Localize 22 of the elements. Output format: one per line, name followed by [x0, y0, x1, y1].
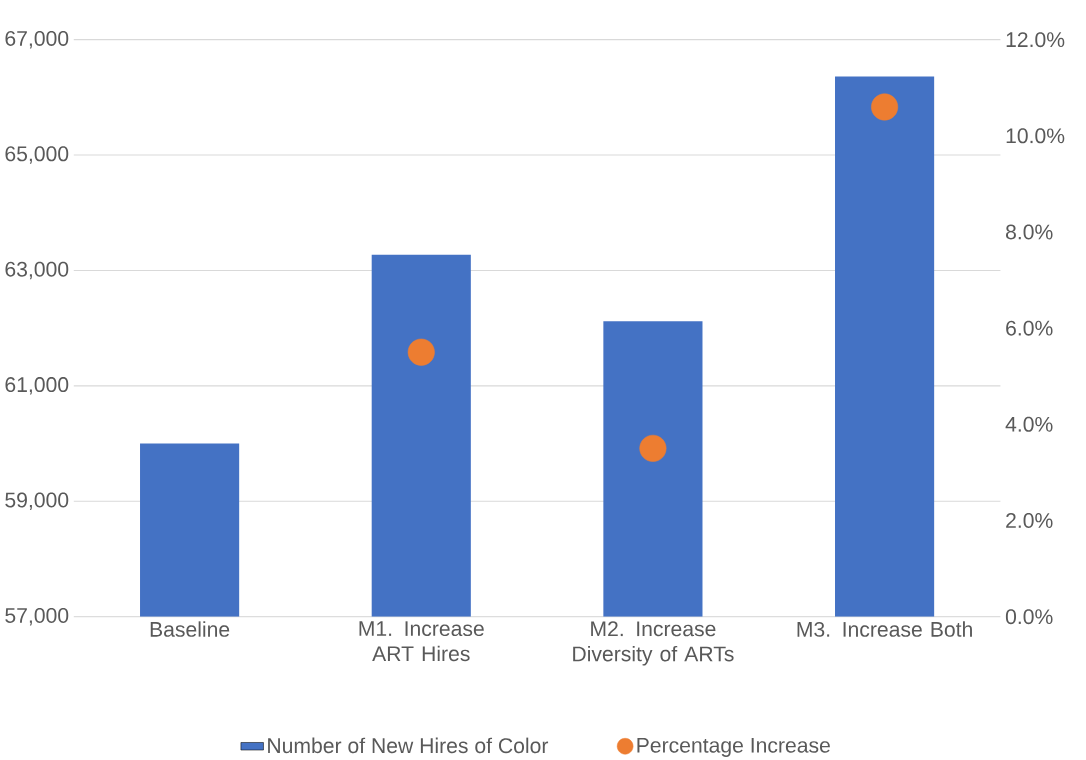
y-tick-label: 61,000	[5, 376, 69, 395]
y2-tick-label: 6.0%	[1006, 320, 1053, 336]
y2-tick-label: 8.0%	[1006, 224, 1053, 240]
y-tick-label: 57,000	[5, 607, 69, 626]
x-tick-label: M2. Increase Diversity of ARTs	[573, 621, 734, 666]
y-tick-label: 67,000	[5, 30, 69, 49]
x-tick-label: Baseline	[150, 621, 230, 637]
y2-tick-label: 12.0%	[1006, 31, 1065, 47]
legend-label: Number of New Hires of Color	[268, 737, 549, 753]
legend-label: Percentage Increase	[637, 737, 830, 757]
point	[639, 434, 667, 462]
y-tick-label: 65,000	[5, 146, 69, 164]
y-tick-label: 63,000	[5, 261, 69, 279]
x-tick-label: M3. Increase Both	[797, 621, 972, 637]
y2-tick-label: 2.0%	[1006, 512, 1053, 528]
point	[871, 93, 899, 121]
y2-tick-label: 10.0%	[1006, 128, 1065, 144]
x-tick-label: M1. Increase ART Hires	[359, 621, 484, 661]
y2-tick-label: 0.0%	[1005, 608, 1053, 624]
point	[407, 338, 435, 366]
y2-tick-label: 4.0%	[1005, 416, 1053, 432]
y-tick-label: 59,000	[5, 492, 69, 510]
